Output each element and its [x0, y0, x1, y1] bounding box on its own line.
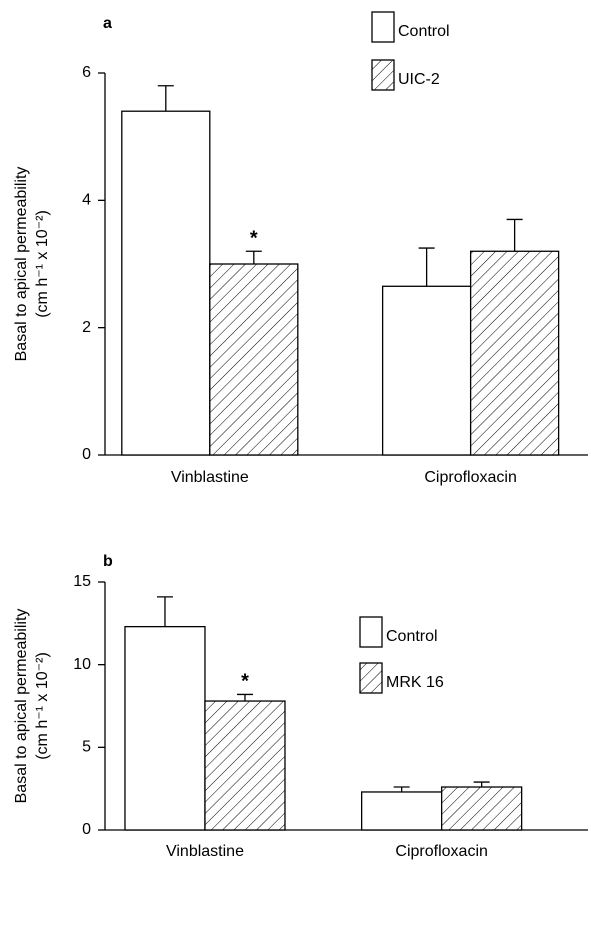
y-tick-label: 0 [82, 446, 91, 463]
bar [469, 250, 560, 456]
bar [204, 700, 286, 831]
y-axis-label: Basal to apical permeability [13, 609, 30, 804]
legend-label: Control [398, 23, 450, 40]
bar [124, 625, 206, 831]
error-bar [506, 218, 523, 252]
y-axis-label: (cm h⁻¹ x 10⁻²) [34, 210, 51, 318]
panel-label: a [103, 15, 112, 32]
error-bar [473, 781, 490, 788]
legend-swatch [371, 11, 395, 43]
y-tick-label: 5 [82, 739, 91, 756]
error-bar [245, 250, 262, 264]
error-bar [157, 85, 174, 112]
bar [209, 263, 299, 456]
legend-swatch [359, 616, 383, 648]
x-tick-label: Vinblastine [166, 843, 244, 860]
bar [361, 791, 443, 831]
y-tick-label: 4 [82, 192, 91, 209]
bar [441, 786, 523, 831]
y-tick-label: 6 [82, 64, 91, 81]
legend-swatch [371, 59, 395, 91]
error-bar [393, 786, 410, 792]
y-tick-label: 2 [82, 319, 91, 336]
error-bar [236, 693, 253, 702]
x-tick-label: Vinblastine [171, 469, 249, 486]
bar [121, 110, 211, 456]
x-tick-label: Ciprofloxacin [395, 843, 487, 860]
panel-label: b [103, 553, 113, 570]
y-tick-label: 10 [73, 656, 91, 673]
legend-swatch [359, 662, 383, 694]
legend-label: Control [386, 628, 438, 645]
y-axis-label: (cm h⁻¹ x 10⁻²) [34, 652, 51, 760]
y-tick-label: 15 [73, 573, 91, 590]
bar [381, 285, 472, 456]
legend-label: MRK 16 [386, 674, 444, 691]
error-bar [418, 247, 435, 287]
y-axis-label: Basal to apical permeability [13, 167, 30, 362]
significance-marker: * [241, 671, 249, 693]
legend-label: UIC-2 [398, 71, 440, 88]
y-tick-label: 0 [82, 821, 91, 838]
significance-marker: * [250, 228, 258, 250]
error-bar [156, 596, 173, 627]
x-tick-label: Ciprofloxacin [424, 469, 516, 486]
